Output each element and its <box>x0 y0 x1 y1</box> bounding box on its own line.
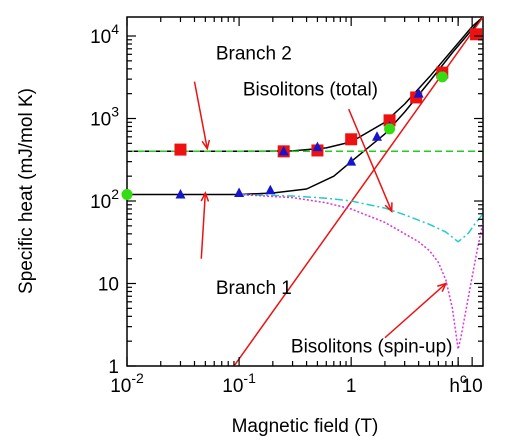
tick-label: 10-2 <box>110 370 144 397</box>
data-point-circle <box>384 123 396 135</box>
fit-curve <box>127 17 483 196</box>
tick-label: hc <box>449 370 467 397</box>
tick-label: 10 <box>462 376 483 397</box>
tick-label: 104 <box>90 21 119 48</box>
annotations: Branch 2 Bisolitons (total) Branch 1 Bisoli… <box>216 43 453 357</box>
annotation-arrow <box>200 191 210 259</box>
data-point-square <box>470 28 483 41</box>
y-axis-label: Specific heat (mJ/mol K) <box>16 88 37 294</box>
tick-label: 1 <box>108 357 119 378</box>
data-point-triangle <box>278 145 289 156</box>
annotation-label: Branch 1 <box>216 278 292 299</box>
data-point-triangle <box>234 187 245 198</box>
data-point-triangle <box>265 184 276 195</box>
tick-label: 10 <box>98 275 119 296</box>
bisoliton-spin-up-curve <box>239 193 483 350</box>
data-markers <box>121 28 483 200</box>
bisoliton-total-curve <box>239 193 483 243</box>
data-point-square <box>383 114 396 127</box>
annotation-arrow <box>193 81 211 151</box>
tick-label: 10-1 <box>222 370 256 397</box>
data-point-square <box>174 143 187 156</box>
data-point-triangle <box>346 156 357 166</box>
tick-label: 103 <box>90 104 119 131</box>
annotation-label: Bisolitons (spin-up) <box>291 337 453 358</box>
data-point-square <box>345 133 358 146</box>
data-point-circle <box>436 71 448 83</box>
annotation-label: Branch 2 <box>216 43 292 64</box>
tick-label: 102 <box>90 186 119 213</box>
data-point-circle <box>121 188 133 200</box>
annotation-arrow <box>347 108 393 214</box>
annotation-arrows <box>193 81 448 339</box>
x-axis-label: Magnetic field (T) <box>232 416 379 437</box>
data-point-triangle <box>372 131 383 141</box>
data-point-triangle <box>413 88 424 98</box>
annotation-arrow <box>384 282 448 339</box>
data-point-triangle <box>312 141 323 152</box>
data-point-triangle <box>175 188 186 199</box>
tick-label: 1 <box>346 376 357 397</box>
annotation-label: Bisolitons (total) <box>243 80 378 101</box>
